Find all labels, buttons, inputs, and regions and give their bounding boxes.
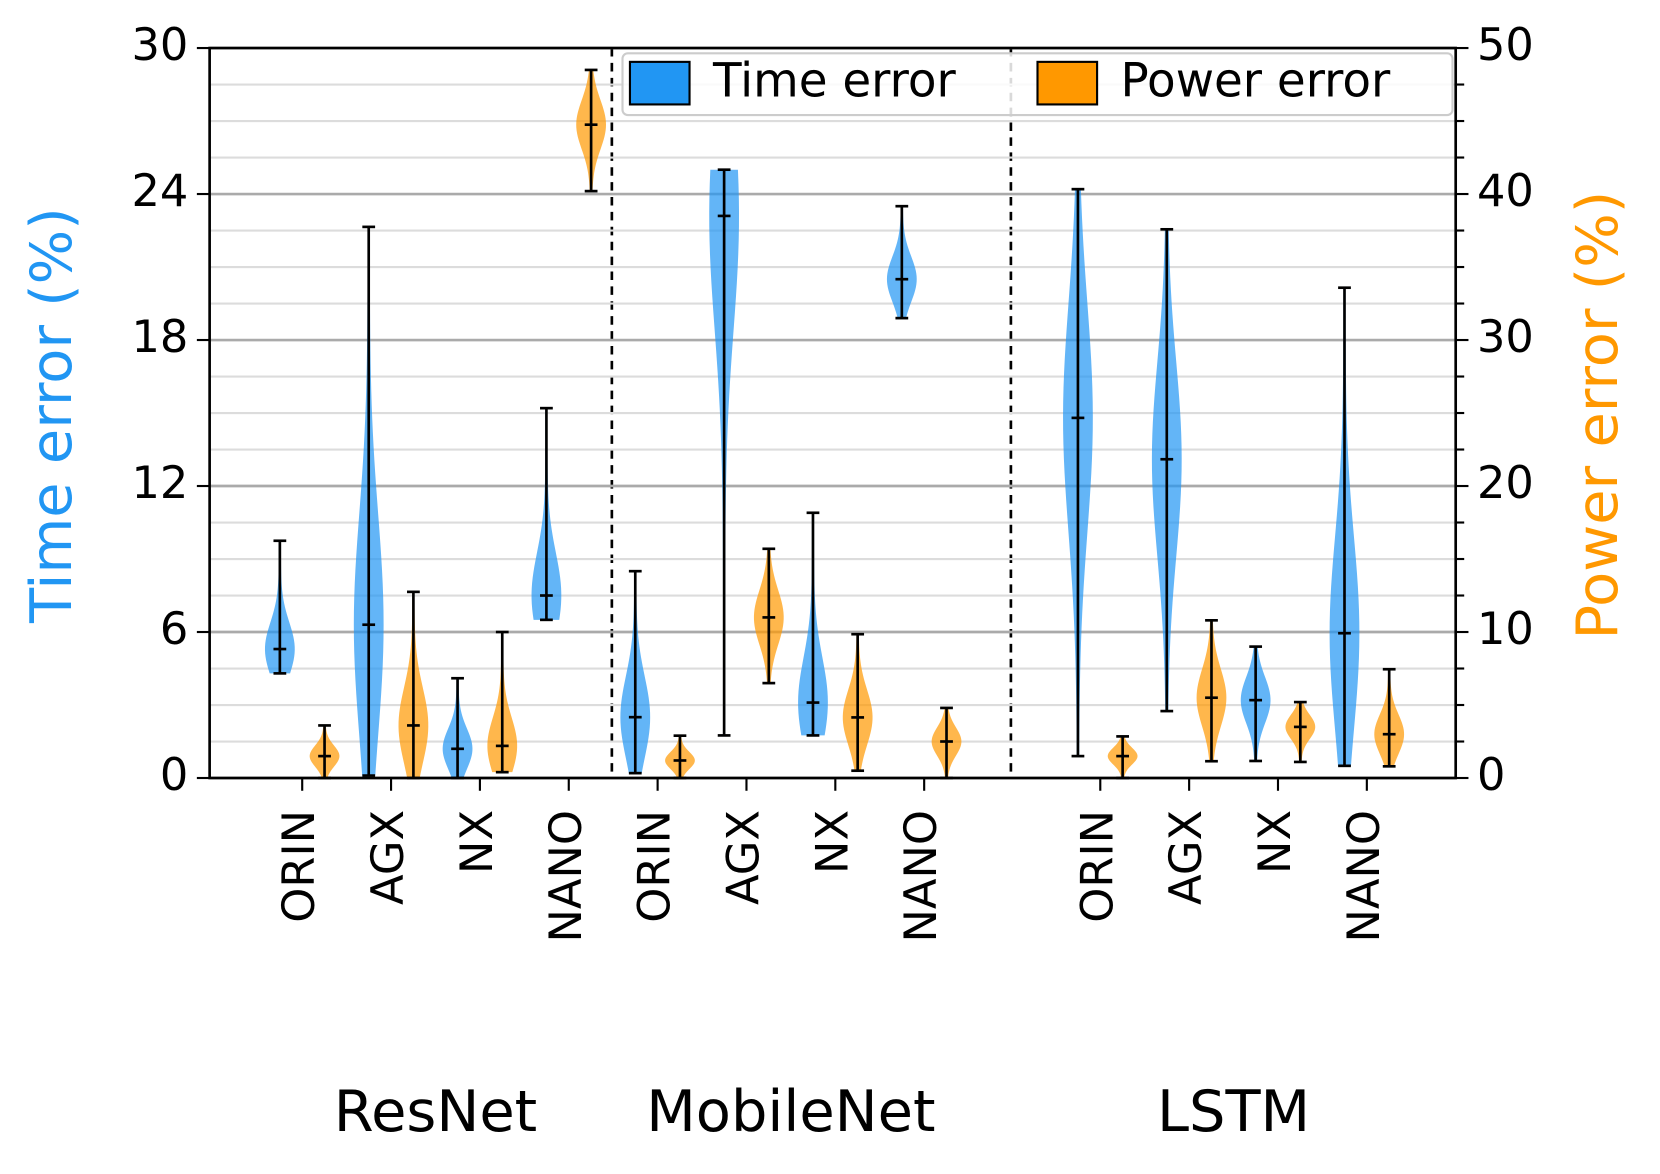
x-tick-label: NANO bbox=[540, 810, 592, 943]
y-tick-label: 12 bbox=[131, 457, 188, 509]
group-label: LSTM bbox=[1157, 1078, 1310, 1145]
y2-tick-label: 50 bbox=[1477, 19, 1534, 71]
y-tick-label: 0 bbox=[160, 749, 188, 801]
y2-tick-label: 20 bbox=[1477, 457, 1534, 509]
x-tick-label: NANO bbox=[1338, 810, 1390, 943]
group-label: ResNet bbox=[334, 1078, 537, 1145]
legend-swatch bbox=[628, 60, 691, 106]
x-tick-label: AGX bbox=[1160, 810, 1212, 905]
y2-tick-label: 40 bbox=[1477, 165, 1534, 217]
y2-tick-label: 0 bbox=[1477, 749, 1505, 801]
legend-label: Power error bbox=[1121, 55, 1391, 109]
y-axis-label: Time error (%) bbox=[18, 207, 85, 624]
y-tick-label: 24 bbox=[131, 165, 188, 217]
x-tick-label: NX bbox=[806, 810, 858, 874]
y2-tick-label: 10 bbox=[1477, 603, 1534, 655]
y-tick-label: 18 bbox=[131, 311, 188, 363]
plot-frame bbox=[208, 46, 1458, 780]
x-tick-label: ORIN bbox=[1071, 810, 1123, 923]
x-tick-label: ORIN bbox=[273, 810, 325, 923]
x-tick-label: NX bbox=[1249, 810, 1301, 874]
legend-label: Time error bbox=[712, 55, 957, 109]
y-tick-label: 30 bbox=[131, 19, 188, 71]
grid bbox=[209, 46, 1456, 780]
y-tick-label: 6 bbox=[160, 603, 188, 655]
x-tick-label: AGX bbox=[717, 810, 769, 905]
y2-axis-label: Power error (%) bbox=[1564, 191, 1631, 640]
x-tick-label: AGX bbox=[362, 810, 414, 905]
group-label: MobileNet bbox=[646, 1078, 935, 1145]
y2-tick-label: 30 bbox=[1477, 311, 1534, 363]
legend-swatch bbox=[1036, 60, 1099, 106]
x-tick-label: ORIN bbox=[629, 810, 681, 923]
x-tick-label: NX bbox=[451, 810, 503, 874]
x-tick-label: NANO bbox=[895, 810, 947, 943]
